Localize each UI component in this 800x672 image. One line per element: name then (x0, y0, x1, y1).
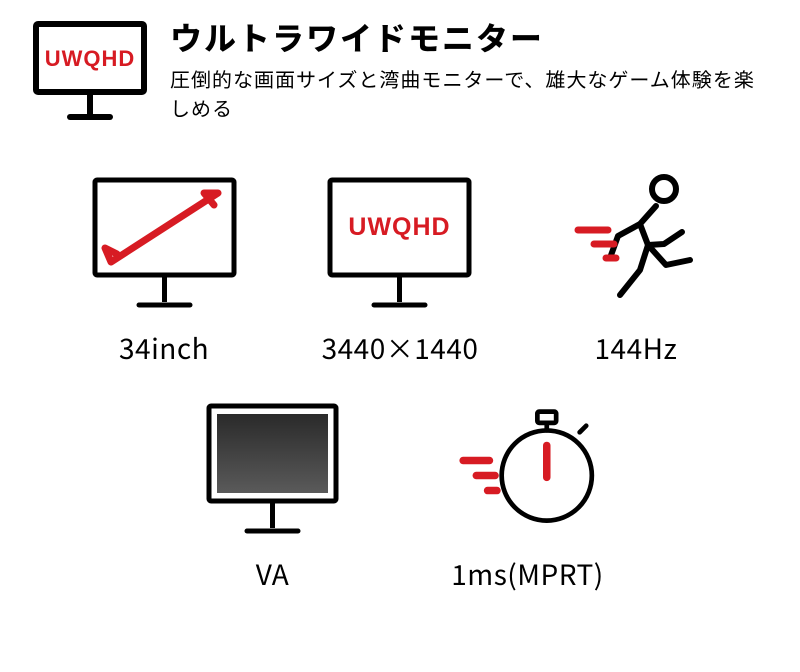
feature-resolution: UWQHD 3440×1440 (322, 172, 479, 368)
header-monitor-icon: UWQHD (30, 18, 150, 128)
resolution-monitor-icon: UWQHD (322, 172, 477, 312)
refresh-label: 144Hz (595, 328, 678, 368)
resolution-label: 3440×1440 (322, 328, 479, 368)
page-title: ウルトラワイドモニター (170, 18, 770, 56)
feature-refresh: 144Hz (558, 172, 713, 368)
size-label: 34inch (119, 328, 209, 368)
response-label: 1ms(MPRT) (451, 554, 604, 594)
features-row-2: VA 1ms(MPRT) (30, 398, 770, 594)
stopwatch-icon (450, 398, 605, 538)
resolution-badge-text: UWQHD (349, 213, 451, 241)
features-row-1: 34inch UWQHD 3440×1440 (30, 172, 770, 368)
runner-icon (558, 172, 713, 312)
feature-response: 1ms(MPRT) (450, 398, 605, 594)
feature-panel: VA (195, 398, 350, 594)
feature-size: 34inch (87, 172, 242, 368)
header-badge-text: UWQHD (45, 46, 136, 71)
panel-monitor-icon (195, 398, 350, 538)
header: UWQHD ウルトラワイドモニター 圧倒的な画面サイズと湾曲モニターで、雄大なゲ… (30, 18, 770, 128)
page-subtitle: 圧倒的な画面サイズと湾曲モニターで、雄大なゲーム体験を楽しめる (170, 64, 770, 122)
panel-label: VA (256, 554, 290, 594)
size-monitor-icon (87, 172, 242, 312)
header-text: ウルトラワイドモニター 圧倒的な画面サイズと湾曲モニターで、雄大なゲーム体験を楽… (170, 18, 770, 122)
